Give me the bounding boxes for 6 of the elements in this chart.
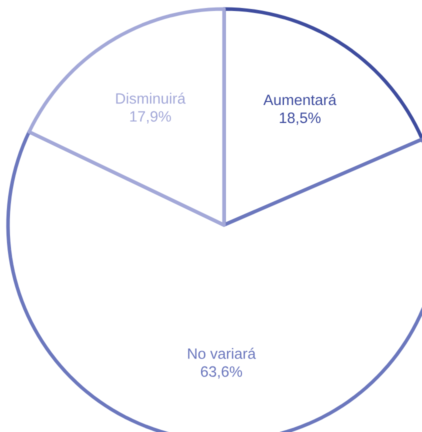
data-label: 18,5% bbox=[280, 112, 321, 125]
data-label: 63,6% bbox=[200, 366, 242, 379]
slice-label: Aumentará bbox=[263, 94, 336, 106]
slice-label: Disminuirá bbox=[116, 92, 186, 104]
data-label: 17,9% bbox=[130, 111, 171, 124]
slice-label: No variará bbox=[188, 348, 256, 359]
